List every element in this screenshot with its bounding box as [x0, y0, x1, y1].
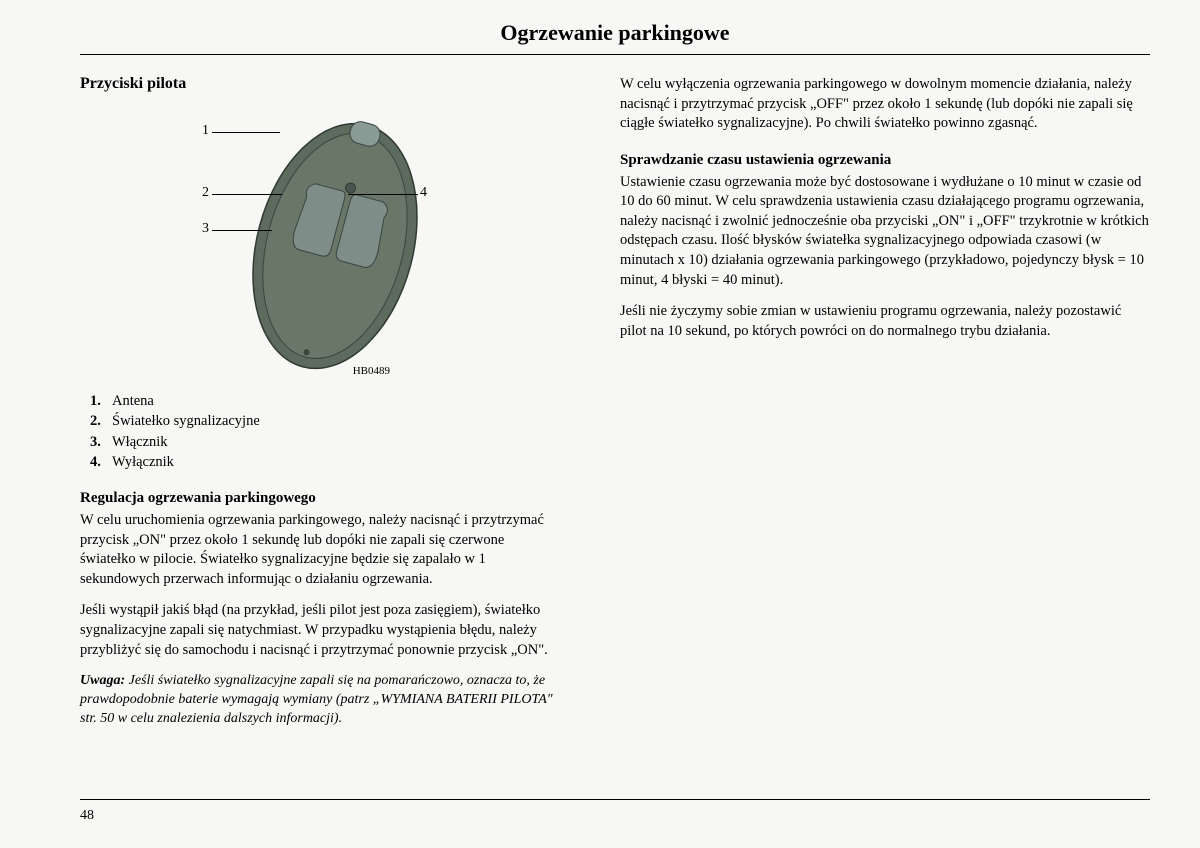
note-text: Jeśli światełko sygnalizacyjne zapali si…	[80, 673, 553, 726]
callout-4-num: 4	[420, 185, 427, 201]
remote-buttons-heading: Przyciski pilota	[80, 75, 560, 93]
page-number: 48	[80, 808, 94, 824]
left-column: Przyciski pilota 1 2 3 4	[80, 75, 560, 741]
legend-label: Wyłącznik	[112, 452, 174, 472]
check-time-heading: Sprawdzanie czasu ustawienia ogrzewania	[620, 152, 1150, 169]
diagram-legend: 1. Antena 2. Światełko sygnalizacyjne 3.…	[90, 391, 560, 472]
legend-item-2: 2. Światełko sygnalizacyjne	[90, 411, 560, 431]
callout-2-num: 2	[202, 185, 209, 201]
legend-num: 1.	[90, 391, 112, 411]
legend-num: 4.	[90, 452, 112, 472]
diagram-code: HB0489	[353, 365, 390, 377]
callout-1-num: 1	[202, 123, 209, 139]
legend-num: 2.	[90, 411, 112, 431]
legend-label: Włącznik	[112, 432, 168, 452]
legend-item-1: 1. Antena	[90, 391, 560, 411]
legend-item-3: 3. Włącznik	[90, 432, 560, 452]
manual-page: Ogrzewanie parkingowe Przyciski pilota 1…	[0, 0, 1200, 848]
footer-rule	[80, 799, 1150, 800]
callout-4-line	[348, 194, 418, 195]
callout-3-line	[212, 230, 272, 231]
legend-label: Światełko sygnalizacyjne	[112, 411, 260, 431]
check-time-para: Ustawienie czasu ogrzewania może być dos…	[620, 173, 1150, 290]
regulation-para-1: W celu uruchomienia ogrzewania parkingow…	[80, 511, 560, 589]
legend-num: 3.	[90, 432, 112, 452]
regulation-para-2: Jeśli wystąpił jakiś błąd (na przykład, …	[80, 601, 560, 660]
legend-label: Antena	[112, 391, 154, 411]
legend-item-4: 4. Wyłącznik	[90, 452, 560, 472]
no-change-para: Jeśli nie życzymy sobie zmian w ustawien…	[620, 302, 1150, 341]
regulation-heading: Regulacja ogrzewania parkingowego	[80, 490, 560, 507]
callout-1-line	[212, 132, 280, 133]
callout-2-line	[212, 194, 282, 195]
note-label: Uwaga:	[80, 673, 125, 688]
remote-diagram: 1 2 3 4	[130, 101, 510, 381]
title-rule	[80, 54, 1150, 55]
remote-fob-icon	[130, 101, 510, 381]
turn-off-para: W celu wyłączenia ogrzewania parkingoweg…	[620, 75, 1150, 134]
right-column: W celu wyłączenia ogrzewania parkingoweg…	[620, 75, 1150, 741]
page-title: Ogrzewanie parkingowe	[80, 20, 1150, 46]
callout-3-num: 3	[202, 221, 209, 237]
battery-note: Uwaga: Jeśli światełko sygnalizacyjne za…	[80, 672, 560, 729]
two-column-layout: Przyciski pilota 1 2 3 4	[80, 75, 1150, 741]
